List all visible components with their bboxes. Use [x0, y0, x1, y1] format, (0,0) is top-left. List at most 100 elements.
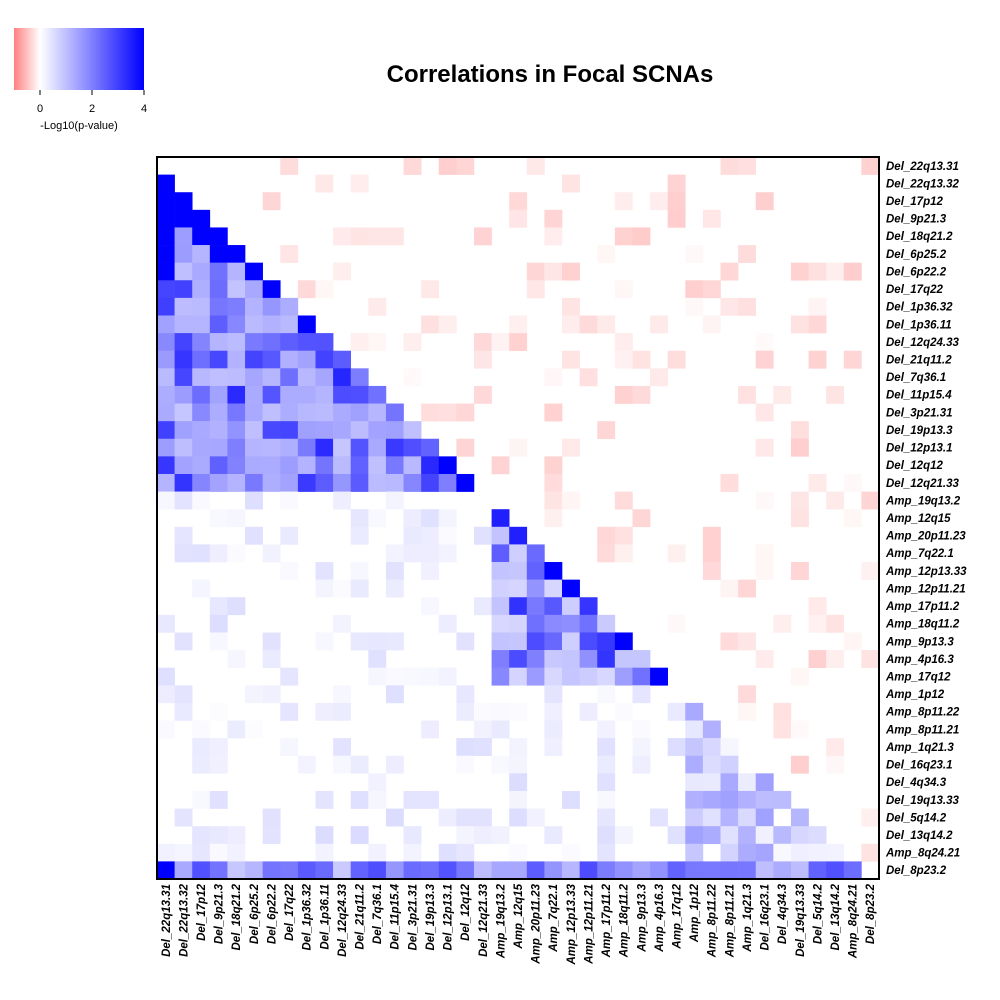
heatmap-cell — [297, 403, 316, 422]
heatmap-cell — [280, 438, 299, 457]
heatmap-cell — [245, 262, 263, 281]
heatmap-cell — [702, 738, 721, 757]
heatmap-cell — [174, 685, 193, 704]
heatmap-cell — [773, 385, 792, 404]
heatmap-cell — [614, 333, 633, 352]
heatmap-cell — [773, 843, 792, 862]
heatmap-cell — [632, 667, 651, 686]
heatmap-cell — [192, 491, 211, 510]
heatmap-cell — [245, 368, 263, 387]
heatmap-cell — [808, 650, 827, 668]
heatmap-cell — [685, 245, 704, 263]
heatmap-cell — [456, 685, 475, 704]
heatmap-cell — [280, 456, 299, 475]
heatmap-cell — [526, 262, 545, 281]
heatmap-cell — [174, 385, 193, 404]
row-label: Del_17p12 — [886, 196, 944, 208]
heatmap-cell — [562, 614, 580, 633]
heatmap-cell — [614, 350, 633, 369]
heatmap-cell — [227, 280, 246, 299]
heatmap-cell — [368, 456, 387, 475]
heatmap-cell — [544, 209, 563, 228]
heatmap-cell — [491, 597, 510, 616]
heatmap-cell — [227, 720, 246, 739]
heatmap-cell — [209, 473, 228, 492]
heatmap-cell — [790, 509, 809, 528]
heatmap-cell — [245, 861, 263, 880]
heatmap-cell — [702, 544, 721, 563]
heatmap-cell — [526, 157, 545, 175]
heatmap-cell — [174, 702, 193, 721]
heatmap-cell — [685, 843, 704, 862]
heatmap-cell — [227, 333, 246, 352]
heatmap-cell — [544, 509, 563, 528]
column-label: Del_11p15.4 — [390, 883, 402, 949]
heatmap-cell — [773, 790, 792, 809]
heatmap-cell — [174, 421, 193, 440]
heatmap-cell — [403, 544, 422, 563]
heatmap-cell — [350, 385, 369, 404]
heatmap-cell — [350, 333, 369, 352]
heatmap-cell — [790, 315, 809, 334]
heatmap-cell — [245, 297, 263, 316]
heatmap-cell — [403, 509, 422, 528]
heatmap-cell — [315, 861, 334, 880]
heatmap-cell — [720, 826, 739, 845]
heatmap-cell — [456, 738, 475, 757]
heatmap-cell — [174, 368, 193, 387]
heatmap-cell — [385, 473, 404, 492]
heatmap-cell — [597, 790, 616, 809]
heatmap-cell — [509, 562, 528, 580]
heatmap-cell — [227, 315, 246, 334]
heatmap-cell — [597, 861, 616, 880]
heatmap-cell — [808, 473, 827, 492]
heatmap-cell — [773, 861, 792, 880]
heatmap-cell — [209, 280, 228, 299]
heatmap-cell — [209, 227, 228, 246]
heatmap-cell — [262, 456, 281, 475]
heatmap-cell — [650, 667, 668, 686]
column-label: Del_12q21.33 — [478, 883, 490, 956]
heatmap-cell — [614, 861, 633, 880]
heatmap-cell — [614, 702, 633, 721]
heatmap-cell — [350, 562, 369, 580]
heatmap-cell — [262, 826, 281, 845]
heatmap-cell — [473, 808, 492, 827]
heatmap-cell — [227, 843, 246, 862]
heatmap-cell — [280, 350, 299, 369]
heatmap-cell — [614, 826, 633, 845]
heatmap-cell — [579, 861, 598, 880]
heatmap-cell — [861, 808, 880, 827]
heatmap-cell — [157, 262, 175, 281]
heatmap-cell — [826, 843, 845, 862]
heatmap-cell — [597, 544, 616, 563]
heatmap-cell — [755, 403, 774, 422]
heatmap-cell — [333, 368, 352, 387]
heatmap-cell — [491, 333, 510, 352]
heatmap-cell — [192, 790, 211, 809]
heatmap-cell — [738, 808, 757, 827]
row-labels: Del_22q13.31 Del_22q13.32 Del_17p12 Del_9p2… — [885, 161, 967, 877]
heatmap-cell — [861, 157, 880, 175]
row-label: Del_19q13.33 — [886, 795, 959, 807]
row-label: Del_16q23.1 — [886, 760, 953, 772]
heatmap-cell — [192, 227, 211, 246]
heatmap-cell — [473, 861, 492, 880]
heatmap-cell — [597, 738, 616, 757]
heatmap-cell — [720, 579, 739, 598]
heatmap-cell — [544, 473, 563, 492]
heatmap-cell — [227, 509, 246, 528]
heatmap-cell — [773, 614, 792, 633]
heatmap-cell — [826, 491, 845, 510]
column-label: Amp_12q15 — [513, 883, 525, 949]
heatmap-cell — [614, 632, 633, 651]
heatmap-cell — [702, 773, 721, 792]
column-label: Del_6p22.2 — [266, 883, 278, 944]
heatmap-cell — [192, 209, 211, 228]
heatmap-cell — [297, 861, 316, 880]
heatmap-cell — [157, 209, 175, 228]
heatmap-cell — [174, 403, 193, 422]
heatmap-cells — [157, 157, 880, 880]
heatmap-cell — [385, 227, 404, 246]
heatmap-cell — [157, 614, 175, 633]
